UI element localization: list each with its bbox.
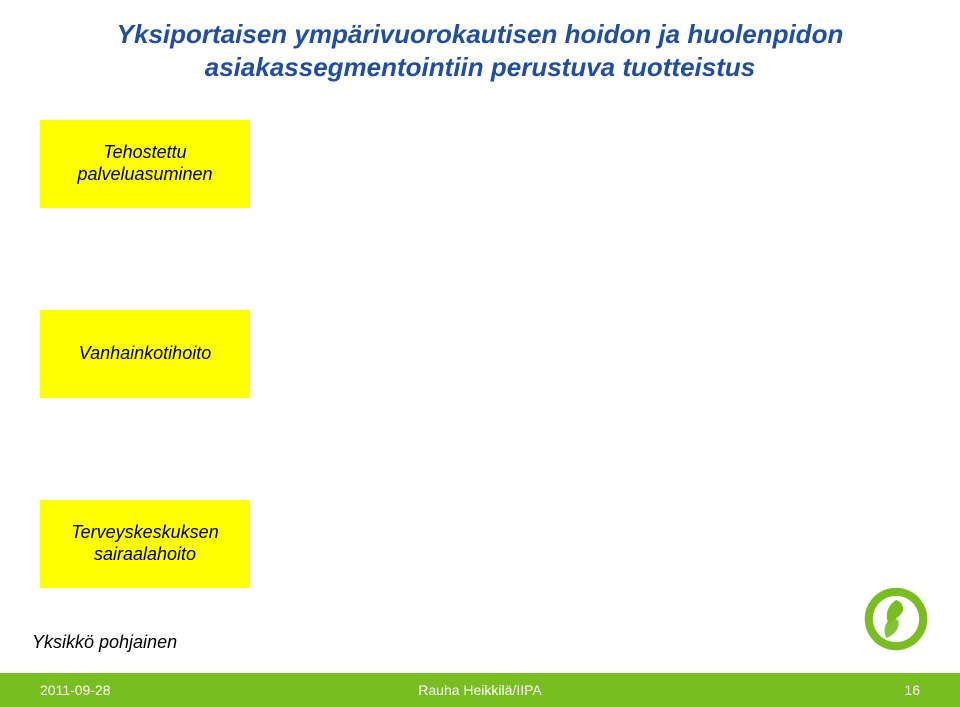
footer-page: 16 — [904, 682, 920, 698]
title-line2: asiakassegmentointiin perustuva tuotteis… — [205, 52, 755, 82]
box0-line1: Tehostettu — [103, 142, 186, 164]
caption-text: Yksikkö pohjainen — [32, 632, 177, 652]
box2-line1: Terveyskeskuksen — [71, 522, 218, 544]
slide-title: Yksiportaisen ympärivuorokautisen hoidon… — [40, 18, 920, 83]
box-terveyskeskus: Terveyskeskuksen sairaalahoito — [40, 500, 250, 588]
box1-line1: Vanhainkotihoito — [79, 343, 211, 365]
box0-line2: palveluasuminen — [77, 164, 212, 186]
footer-author: Rauha Heikkilä/IIPA — [418, 682, 541, 698]
box2-line2: sairaalahoito — [94, 544, 196, 566]
box-tehostettu: Tehostettu palveluasuminen — [40, 120, 250, 208]
footer-date: 2011-09-28 — [40, 682, 111, 698]
title-line1: Yksiportaisen ympärivuorokautisen hoidon… — [117, 19, 844, 49]
caption-yksikko: Yksikkö pohjainen — [32, 632, 177, 653]
logo-icon — [862, 585, 930, 653]
footer-bar: 2011-09-28 Rauha Heikkilä/IIPA 16 — [0, 673, 960, 707]
box-vanhainkotihoito: Vanhainkotihoito — [40, 310, 250, 398]
